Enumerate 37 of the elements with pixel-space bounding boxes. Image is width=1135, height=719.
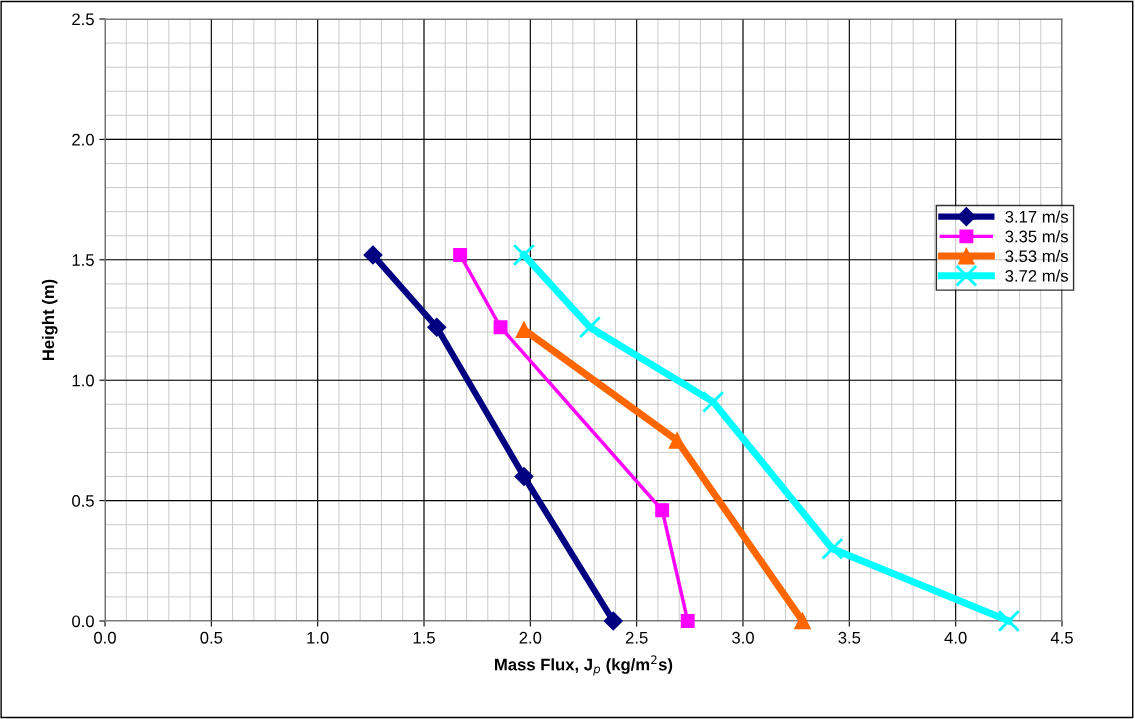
- x-axis-title: Mass Flux, J$_{p}$ (kg/m$^{2}$s): [495, 655, 673, 676]
- point: [794, 612, 811, 630]
- x-tick-label: 4.5: [1050, 632, 1073, 644]
- y-tick-label: 0.0: [72, 615, 94, 628]
- y-tick-label: 2.0: [72, 133, 94, 146]
- point: [514, 466, 534, 487]
- x-tick-label: 3.5: [838, 631, 861, 644]
- x-tick-label: 0.0: [94, 631, 116, 644]
- y-tick-label: 2.5: [72, 13, 94, 26]
- point: [603, 611, 623, 631]
- legend-label: 3.35 m/s: [1005, 230, 1068, 243]
- point: [363, 245, 383, 265]
- point: [453, 248, 468, 262]
- x-tick-label: 0.5: [200, 631, 223, 644]
- point: [821, 537, 844, 560]
- y-tick-label: 1.0: [72, 374, 94, 387]
- y-tick-label: 1.5: [72, 254, 94, 266]
- x-tick-label: 1.0: [307, 631, 329, 644]
- y-axis-title: Height (m): [41, 279, 58, 361]
- x-tick-label: 3.0: [732, 631, 754, 644]
- point: [702, 390, 725, 413]
- legend-label: 3.72 m/s: [1005, 269, 1068, 282]
- x-tick-label: 2.0: [519, 631, 542, 644]
- point: [680, 614, 695, 628]
- legend-label: 3.17 m/s: [1005, 210, 1068, 223]
- point: [578, 316, 601, 339]
- y-tick-label: 0.5: [72, 495, 94, 507]
- point: [512, 243, 536, 267]
- x-tick-label: 1.5: [413, 632, 435, 644]
- point: [997, 609, 1020, 633]
- x-tick-label: 4.0: [944, 631, 967, 644]
- point: [493, 320, 508, 335]
- x-tick-label: 2.5: [625, 631, 648, 644]
- legend-label: 3.53 m/s: [1005, 249, 1068, 263]
- point: [427, 317, 447, 337]
- point: [668, 432, 686, 449]
- point: [655, 503, 670, 518]
